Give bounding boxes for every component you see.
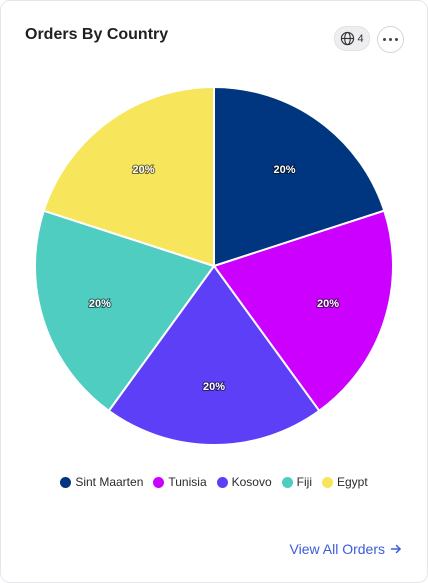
legend-item[interactable]: Sint Maarten: [60, 475, 143, 489]
legend-label: Tunisia: [168, 475, 207, 489]
slice-label: 20%: [273, 164, 295, 176]
legend-swatch: [153, 476, 165, 488]
legend-swatch: [60, 476, 72, 488]
legend-swatch: [281, 476, 293, 488]
legend-item[interactable]: Fiji: [281, 475, 312, 489]
more-options-button[interactable]: [377, 26, 404, 53]
pie-slice-fiji[interactable]: [34, 209, 216, 413]
legend-item[interactable]: Egypt: [321, 475, 368, 489]
pie-slice-tunisia[interactable]: [212, 209, 394, 413]
pie-slice-sint-maarten[interactable]: [213, 85, 386, 268]
legend-label: Kosovo: [231, 475, 272, 489]
badge-count: 4: [357, 32, 364, 45]
view-all-orders-label: View All Orders: [289, 541, 385, 557]
slice-label: 20%: [317, 298, 339, 310]
legend-swatch: [321, 476, 333, 488]
legend-label: Fiji: [296, 475, 312, 489]
globe-icon: [341, 31, 355, 46]
view-all-orders-link[interactable]: View All Orders: [290, 541, 402, 557]
slice-label: 20%: [132, 164, 154, 176]
legend-swatch: [216, 476, 228, 488]
pie-slice-egypt[interactable]: [42, 85, 215, 268]
legend-label: Egypt: [336, 475, 368, 489]
slice-label: 20%: [89, 298, 111, 310]
legend-item[interactable]: Kosovo: [216, 475, 272, 489]
arrow-right-icon: [390, 544, 402, 554]
more-horizontal-icon: [383, 38, 386, 41]
chart-legend: Sint Maarten Tunisia Kosovo Fiji Egypt: [0, 475, 428, 489]
region-filter-badge[interactable]: 4: [334, 26, 370, 51]
legend-item[interactable]: Tunisia: [153, 475, 207, 489]
legend-label: Sint Maarten: [75, 475, 144, 489]
slice-label: 20%: [203, 381, 225, 393]
pie-slice-kosovo[interactable]: [107, 264, 321, 446]
card-title: Orders By Country: [25, 26, 169, 43]
